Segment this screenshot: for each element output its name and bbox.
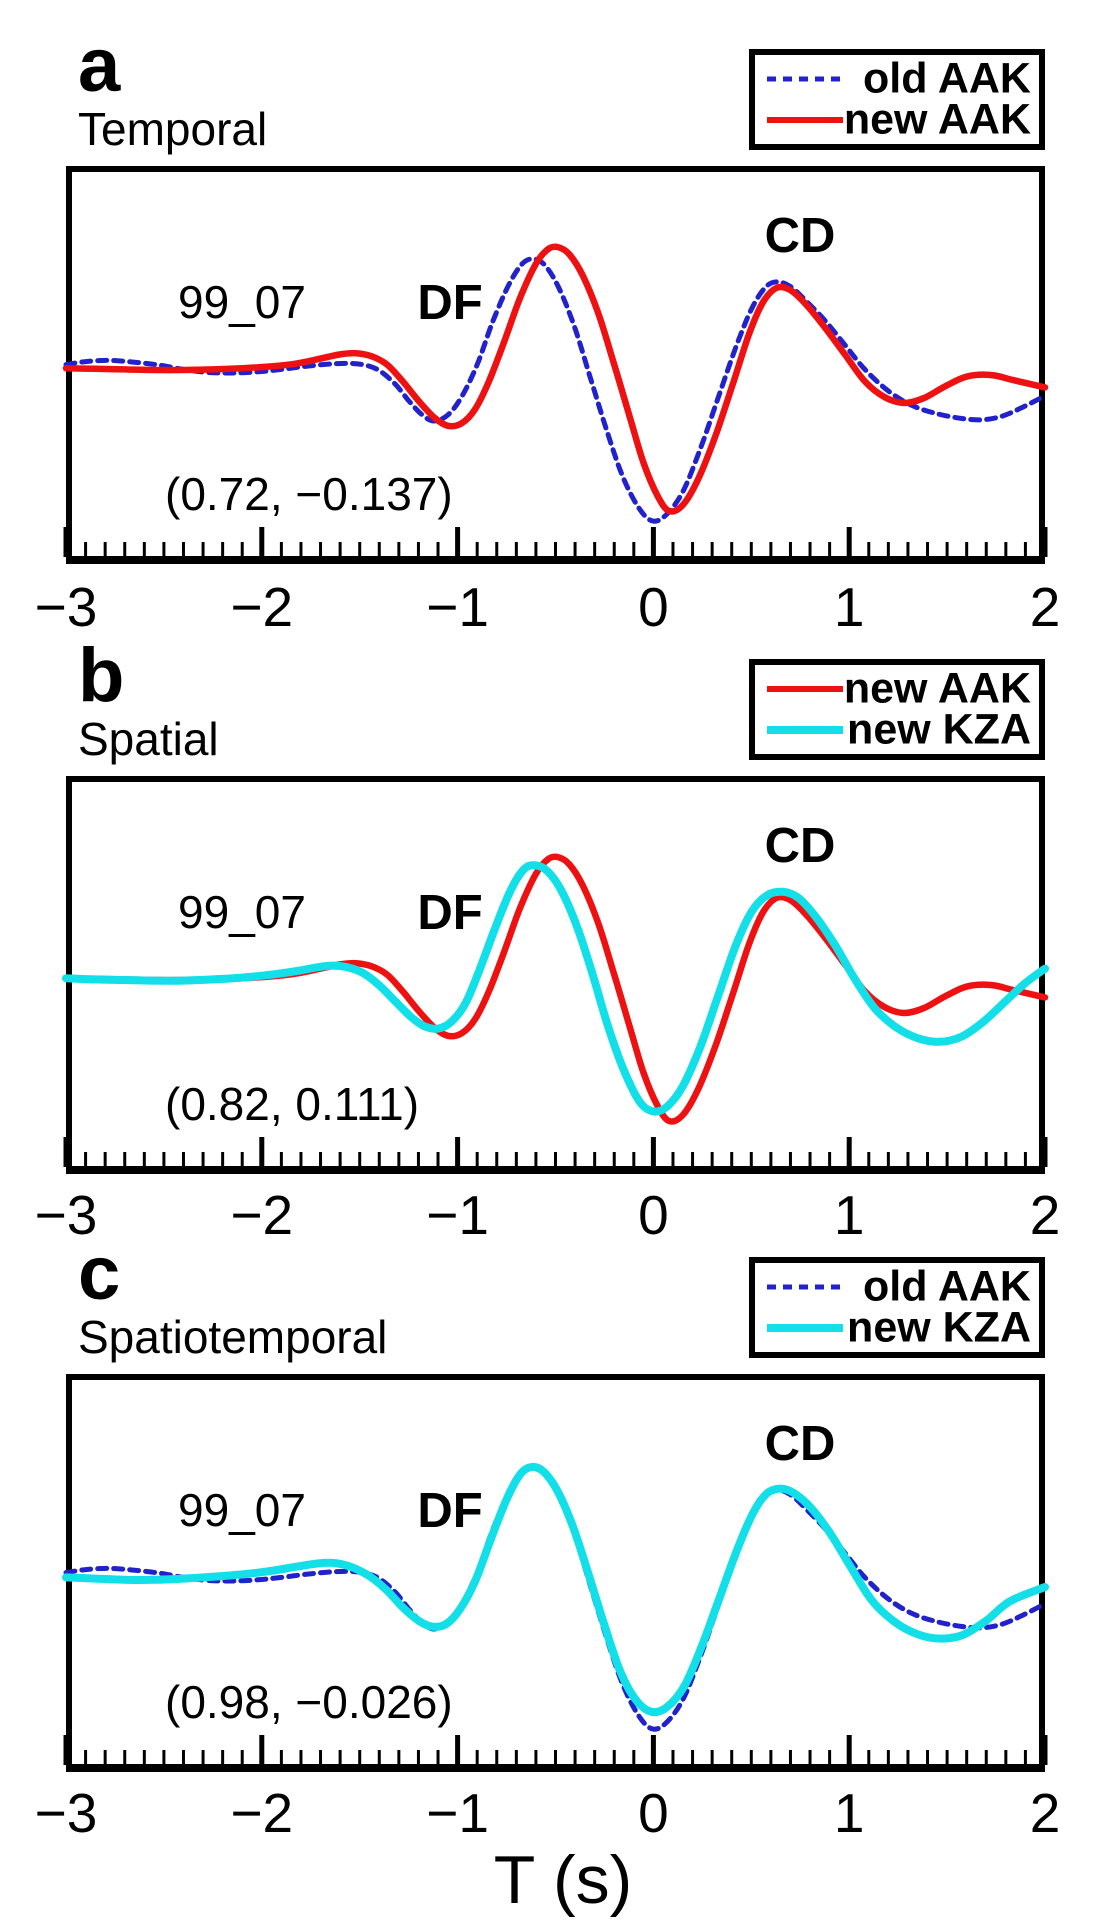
waveform-new-kza-panel-b bbox=[62, 861, 1049, 1116]
panel-c-legend: old AAK new KZA bbox=[749, 1257, 1045, 1358]
waveform-new-kza-panel-c bbox=[62, 1462, 1049, 1717]
waveform-new-aak-panel-a bbox=[62, 243, 1049, 515]
x-tick-label: −2 bbox=[230, 576, 294, 638]
x-tick-label: −1 bbox=[426, 1782, 489, 1844]
x-tick-label: 1 bbox=[833, 1782, 865, 1844]
phase-label-df: DF bbox=[417, 886, 483, 940]
phase-label-cd: CD bbox=[764, 1417, 836, 1471]
x-tick-label: −2 bbox=[230, 1184, 294, 1246]
legend-label: new KZA bbox=[847, 1303, 1031, 1352]
correlation-shift-values: (0.72, −0.137) bbox=[165, 468, 453, 520]
new-aak-solid-line-swatch bbox=[767, 117, 843, 123]
station-label: 99_07 bbox=[178, 886, 306, 938]
x-tick-label: 1 bbox=[833, 1184, 865, 1246]
panel-b-letter: b bbox=[78, 633, 126, 718]
legend-row: new AAK bbox=[755, 664, 1039, 713]
x-tick-label: 1 bbox=[833, 576, 865, 638]
legend-label: new AAK bbox=[843, 664, 1031, 713]
legend-row: new KZA bbox=[755, 1303, 1039, 1352]
legend-row: old AAK bbox=[755, 54, 1039, 103]
phase-label-cd: CD bbox=[764, 819, 836, 873]
station-label: 99_07 bbox=[178, 276, 306, 328]
panel-c-subtitle: Spatiotemporal bbox=[78, 1311, 388, 1363]
x-tick-label: −3 bbox=[34, 1184, 98, 1246]
x-tick-label: 2 bbox=[1029, 1782, 1061, 1844]
panel-b-subtitle: Spatial bbox=[78, 713, 219, 765]
legend-label: old AAK bbox=[863, 54, 1031, 103]
x-tick-label: 0 bbox=[638, 1184, 669, 1246]
correlation-shift-values: (0.98, −0.026) bbox=[165, 1676, 453, 1728]
legend-row: new AAK bbox=[755, 95, 1039, 144]
panel-a-plot-box bbox=[66, 166, 1045, 564]
x-tick-label: 0 bbox=[638, 1782, 669, 1844]
new-kza-solid-line-swatch bbox=[767, 726, 843, 734]
new-kza-solid-line-swatch bbox=[767, 1324, 843, 1332]
legend-row: new KZA bbox=[755, 705, 1039, 754]
correlation-shift-values: (0.82, 0.111) bbox=[165, 1078, 420, 1130]
x-tick-label: −2 bbox=[230, 1782, 294, 1844]
panel-a-subtitle: Temporal bbox=[78, 103, 268, 155]
phase-label-cd: CD bbox=[764, 209, 836, 263]
panel-a-legend: old AAK new AAK bbox=[749, 49, 1045, 150]
new-aak-solid-line-swatch bbox=[767, 686, 843, 692]
legend-label: new AAK bbox=[843, 95, 1031, 144]
phase-label-df: DF bbox=[417, 1484, 483, 1538]
old-aak-dashed-line-swatch bbox=[767, 1284, 843, 1290]
x-tick-label: −1 bbox=[426, 576, 489, 638]
x-tick-label: −1 bbox=[426, 1184, 489, 1246]
legend-label: new KZA bbox=[847, 705, 1031, 754]
x-axis-label: T (s) bbox=[493, 1842, 633, 1918]
old-aak-dashed-line-swatch bbox=[767, 76, 843, 82]
waveform-old-aak-panel-a bbox=[63, 256, 1048, 524]
panel-a-letter: a bbox=[78, 23, 122, 108]
station-label: 99_07 bbox=[178, 1484, 306, 1536]
panel-b-legend: new AAK new KZA bbox=[749, 659, 1045, 760]
x-tick-label: −3 bbox=[34, 576, 98, 638]
panel-c-letter: c bbox=[78, 1231, 122, 1316]
legend-row: old AAK bbox=[755, 1262, 1039, 1311]
legend-label: old AAK bbox=[863, 1262, 1031, 1311]
phase-label-df: DF bbox=[417, 276, 483, 330]
x-tick-label: 2 bbox=[1029, 1184, 1061, 1246]
x-tick-label: 0 bbox=[638, 576, 669, 638]
x-tick-label: −3 bbox=[34, 1782, 98, 1844]
x-tick-label: 2 bbox=[1029, 576, 1061, 638]
